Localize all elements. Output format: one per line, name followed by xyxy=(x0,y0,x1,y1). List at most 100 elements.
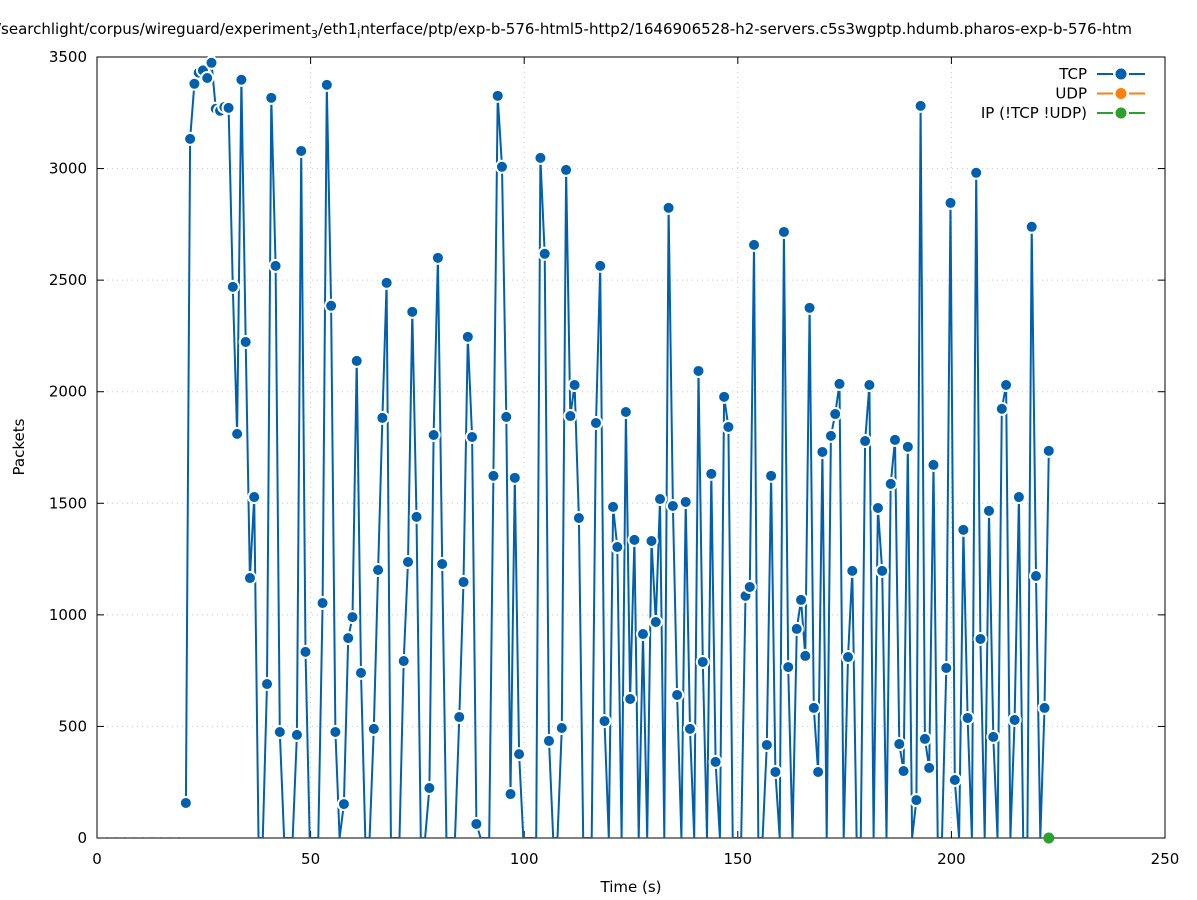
tcp-data-point xyxy=(644,533,659,548)
tcp-data-point xyxy=(460,329,475,344)
tcp-data-point xyxy=(366,721,381,736)
tcp-data-point xyxy=(947,772,962,787)
tcp-data-point xyxy=(943,195,958,210)
tcp-data-point xyxy=(909,793,924,808)
tcp-data-point xyxy=(1024,219,1039,234)
legend-label: TCP xyxy=(1058,65,1087,83)
tcp-data-point xyxy=(828,407,843,422)
tcp-data-point xyxy=(405,304,420,319)
x-tick-label: 250 xyxy=(1151,850,1180,868)
tcp-data-point xyxy=(225,279,240,294)
tcp-data-point xyxy=(691,363,706,378)
tcp-data-point xyxy=(635,627,650,642)
tcp-data-point xyxy=(469,816,484,831)
tcp-data-point xyxy=(238,334,253,349)
tcp-data-point xyxy=(452,710,467,725)
tcp-data-point xyxy=(845,563,860,578)
x-axis-label: Time (s) xyxy=(600,878,662,896)
tcp-data-point xyxy=(610,540,625,555)
tcp-data-point xyxy=(401,554,416,569)
tcp-data-point xyxy=(430,250,445,265)
tcp-data-point xyxy=(183,131,198,146)
tcp-data-point xyxy=(396,654,411,669)
tcp-data-point xyxy=(178,795,193,810)
tcp-data-point xyxy=(759,737,774,752)
y-tick-label: 3500 xyxy=(49,48,87,66)
tcp-data-point xyxy=(794,592,809,607)
y-tick-label: 2000 xyxy=(49,383,87,401)
tcp-data-point xyxy=(892,737,907,752)
title-part: /searchlight/corpus/wireguard/experiment xyxy=(0,20,311,38)
tcp-data-point xyxy=(435,556,450,571)
tcp-data-point xyxy=(588,415,603,430)
tcp-data-point xyxy=(960,710,975,725)
tcp-data-point xyxy=(789,621,804,636)
title-part: /eth1 xyxy=(318,20,357,38)
tcp-data-point xyxy=(811,764,826,779)
tcp-data-point xyxy=(900,439,915,454)
tcp-data-point xyxy=(554,720,569,735)
tcp-data-point xyxy=(823,428,838,443)
tcp-data-point xyxy=(956,522,971,537)
tcp-data-point xyxy=(200,70,215,85)
tcp-data-point xyxy=(682,721,697,736)
y-tick-label: 2500 xyxy=(49,271,87,289)
tcp-data-point xyxy=(999,378,1014,393)
tcp-data-point xyxy=(922,760,937,775)
tcp-data-point xyxy=(354,665,369,680)
tcp-data-point xyxy=(875,563,890,578)
tcp-data-point xyxy=(670,687,685,702)
tcp-data-point xyxy=(917,731,932,746)
y-tick-label: 1000 xyxy=(49,606,87,624)
x-tick-label: 150 xyxy=(723,850,752,868)
x-tick-label: 0 xyxy=(92,850,102,868)
y-tick-label: 1500 xyxy=(49,494,87,512)
tcp-data-point xyxy=(324,298,339,313)
tcp-data-point xyxy=(204,55,219,70)
y-axis-label: Packets xyxy=(10,418,28,475)
tcp-data-point xyxy=(665,498,680,513)
tcp-data-point xyxy=(913,98,928,113)
tcp-data-point xyxy=(315,596,330,611)
tcp-data-point xyxy=(426,428,441,443)
tcp-data-point xyxy=(294,143,309,158)
tcp-data-point xyxy=(494,159,509,174)
y-tick-label: 0 xyxy=(77,829,87,847)
tcp-data-point xyxy=(708,754,723,769)
tcp-data-point xyxy=(298,644,313,659)
title-subscript: 3 xyxy=(311,28,318,41)
tcp-data-point xyxy=(969,165,984,180)
tcp-data-point xyxy=(593,258,608,273)
tcp-data-point xyxy=(870,500,885,515)
tcp-data-point xyxy=(815,444,830,459)
tcp-data-point xyxy=(289,727,304,742)
tcp-series-line xyxy=(184,61,1050,838)
tcp-data-point xyxy=(221,100,236,115)
plot-border xyxy=(96,56,1166,839)
markers-layer xyxy=(178,55,1056,844)
tcp-data-point xyxy=(781,660,796,675)
tcp-data-point xyxy=(341,631,356,646)
tcp-data-point xyxy=(806,700,821,715)
tcp-data-point xyxy=(571,511,586,526)
tcp-data-point xyxy=(841,650,856,665)
tcp-data-point xyxy=(768,764,783,779)
tcp-data-point xyxy=(832,376,847,391)
tcp-data-point xyxy=(802,300,817,315)
tcp-data-point xyxy=(764,468,779,483)
tcp-data-point xyxy=(994,401,1009,416)
tcp-data-point xyxy=(507,470,522,485)
legend-label: IP (!TCP !UDP) xyxy=(981,104,1087,122)
tcp-data-point xyxy=(721,419,736,434)
tcp-data-point xyxy=(1028,569,1043,584)
tcp-data-point xyxy=(328,725,343,740)
tcp-data-point xyxy=(1011,490,1026,505)
tcp-data-point xyxy=(862,378,877,393)
tcp-data-point xyxy=(981,503,996,518)
chart-title: /searchlight/corpus/wireguard/experiment… xyxy=(0,20,1132,41)
tcp-data-point xyxy=(512,747,527,762)
tcp-data-point xyxy=(379,275,394,290)
tcp-data-point xyxy=(537,246,552,261)
